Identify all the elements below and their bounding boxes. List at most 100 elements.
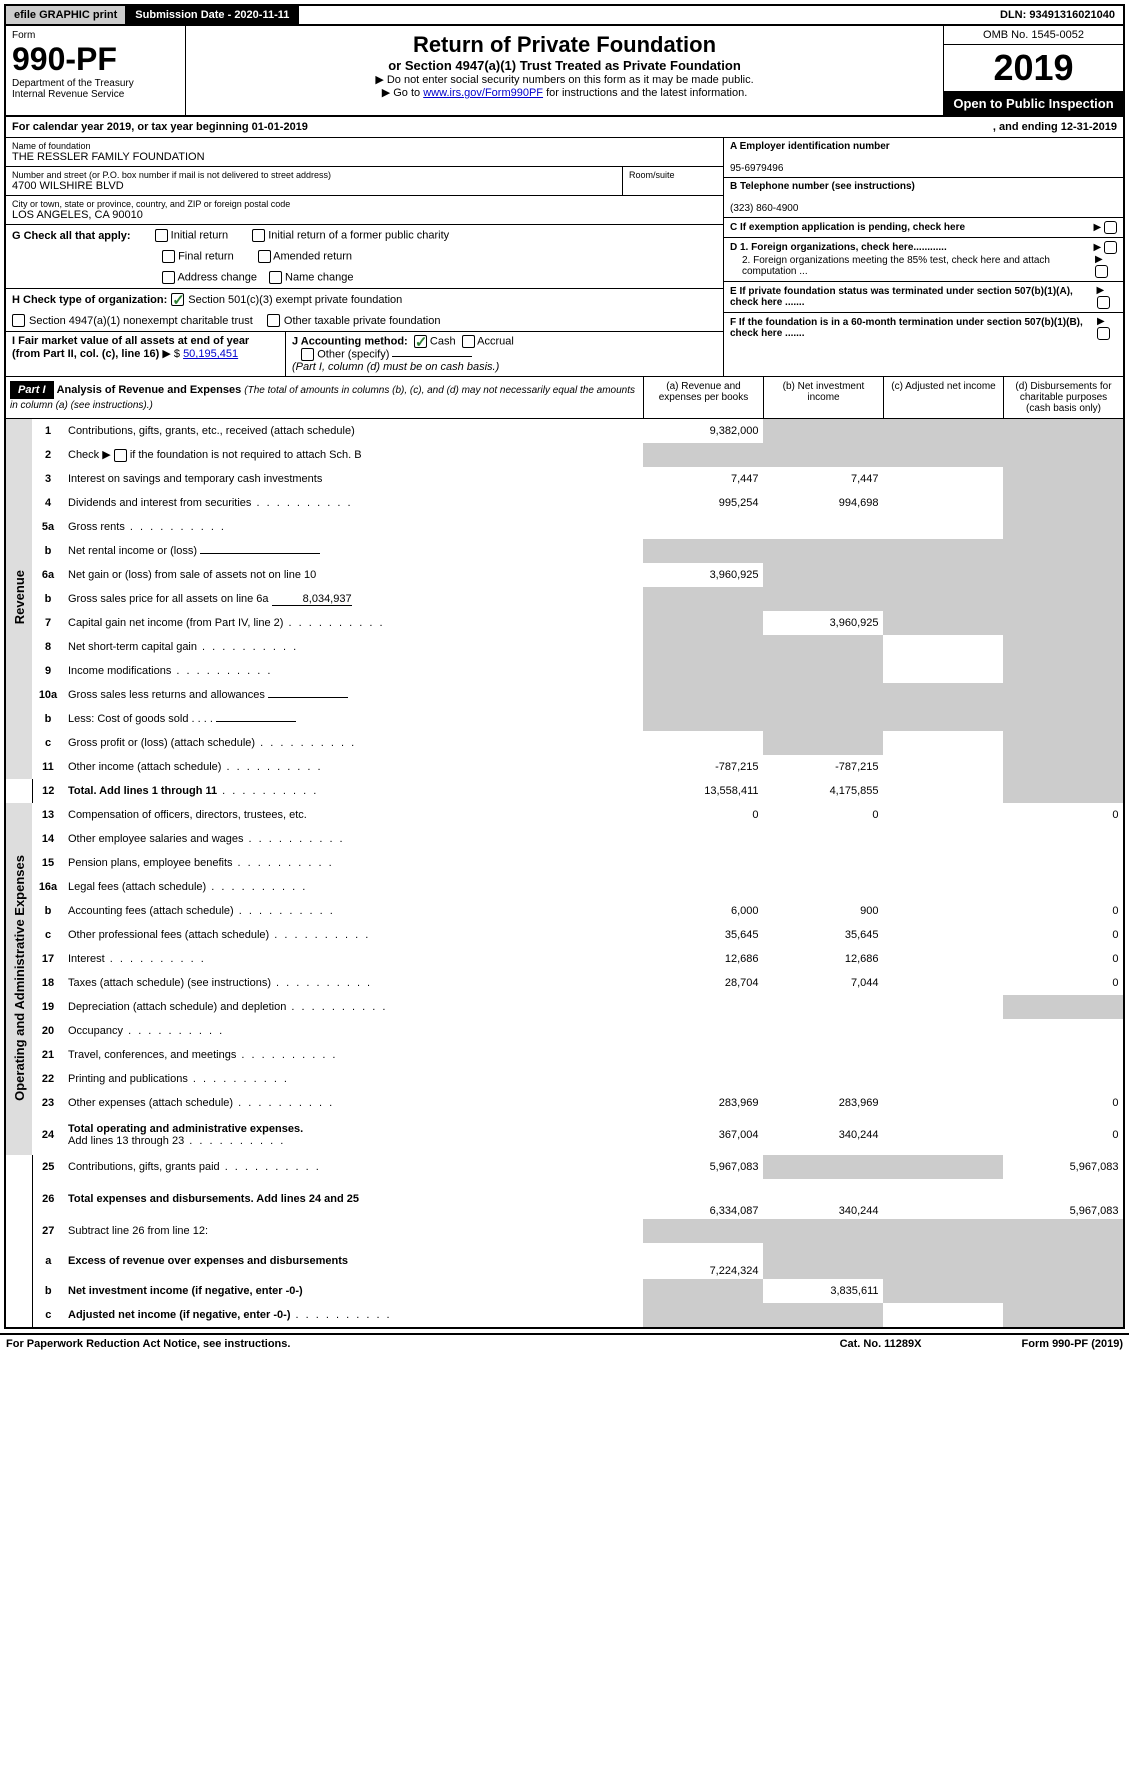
city-value: LOS ANGELES, CA 90010 [12, 209, 717, 221]
header-right: OMB No. 1545-0052 2019 Open to Public In… [943, 26, 1123, 115]
street-value: 4700 WILSHIRE BLVD [12, 180, 616, 192]
tax-year: 2019 [944, 45, 1123, 92]
header-center: Return of Private Foundation or Section … [186, 26, 943, 115]
room-cell: Room/suite [623, 167, 723, 195]
dln-label: DLN: 93491316021040 [992, 6, 1123, 24]
line-27c: cAdjusted net income (if negative, enter… [6, 1303, 1123, 1327]
line-12: 12 Total. Add lines 1 through 11 13,558,… [6, 779, 1123, 803]
form-header: Form 990-PF Department of the Treasury I… [6, 26, 1123, 117]
checkbox-name-change[interactable] [269, 271, 282, 284]
line-27b: bNet investment income (if negative, ent… [6, 1279, 1123, 1303]
checkbox-other-taxable[interactable] [267, 314, 280, 327]
checkbox-4947a1[interactable] [12, 314, 25, 327]
city-cell: City or town, state or province, country… [6, 196, 723, 225]
form-number: 990-PF [12, 41, 179, 78]
checkbox-amended[interactable] [258, 250, 271, 263]
line-16a: 16aLegal fees (attach schedule) [6, 875, 1123, 899]
i-j-row: I Fair market value of all assets at end… [6, 332, 723, 376]
instructions-link[interactable]: www.irs.gov/Form990PF [423, 87, 543, 99]
line-16c: cOther professional fees (attach schedul… [6, 923, 1123, 947]
part1-title: Analysis of Revenue and Expenses [57, 384, 242, 396]
instr-1: ▶ Do not enter social security numbers o… [192, 73, 937, 86]
line-8: 8 Net short-term capital gain [6, 635, 1123, 659]
other-specify-line [392, 356, 472, 357]
b-cell: B Telephone number (see instructions) (3… [724, 178, 1123, 218]
checkbox-cash[interactable] [414, 335, 427, 348]
address-row: Number and street (or P.O. box number if… [6, 167, 723, 196]
line-10b: b Less: Cost of goods sold . . . . [6, 707, 1123, 731]
footer-left: For Paperwork Reduction Act Notice, see … [6, 1338, 840, 1350]
checkbox-other-method[interactable] [301, 348, 314, 361]
phone-value: (323) 860-4900 [730, 203, 798, 214]
checkbox-f[interactable] [1097, 327, 1110, 340]
i-cell: I Fair market value of all assets at end… [6, 332, 286, 376]
line-22: 22Printing and publications [6, 1067, 1123, 1091]
checkbox-initial-former[interactable] [252, 229, 265, 242]
line-18: 18Taxes (attach schedule) (see instructi… [6, 971, 1123, 995]
city-label: City or town, state or province, country… [12, 199, 717, 209]
room-label: Room/suite [629, 170, 717, 180]
line-27: 27Subtract line 26 from line 12: [6, 1219, 1123, 1243]
line-26: 26 Total expenses and disbursements. Add… [6, 1179, 1123, 1219]
ein-value: 95-6979496 [730, 163, 783, 174]
d2-label: 2. Foreign organizations meeting the 85%… [730, 255, 1095, 277]
efile-badge: efile GRAPHIC print [6, 6, 127, 24]
line-10c: c Gross profit or (loss) (attach schedul… [6, 731, 1123, 755]
checkbox-d1[interactable] [1104, 241, 1117, 254]
dept-irs: Internal Revenue Service [12, 89, 179, 100]
line-5a: 5a Gross rents [6, 515, 1123, 539]
revenue-label: Revenue [6, 419, 32, 779]
topbar-spacer [299, 6, 992, 24]
info-left-col: Name of foundation THE RESSLER FAMILY FO… [6, 138, 723, 376]
line-7: 7 Capital gain net income (from Part IV,… [6, 611, 1123, 635]
g-check-row: G Check all that apply: Initial return I… [6, 225, 723, 289]
checkbox-501c3[interactable] [171, 293, 184, 306]
header-left: Form 990-PF Department of the Treasury I… [6, 26, 186, 115]
g-opt-amended: Amended return [258, 250, 352, 263]
part1-table: Revenue 1 Contributions, gifts, grants, … [6, 419, 1123, 1327]
h-opt3: Other taxable private foundation [284, 315, 441, 327]
checkbox-e[interactable] [1097, 296, 1110, 309]
line-10a: 10a Gross sales less returns and allowan… [6, 683, 1123, 707]
calendar-end: , and ending 12-31-2019 [993, 121, 1117, 133]
g-opt-initial-former: Initial return of a former public charit… [252, 229, 449, 242]
line-19: 19Depreciation (attach schedule) and dep… [6, 995, 1123, 1019]
line-6b: b Gross sales price for all assets on li… [6, 587, 1123, 611]
calendar-begin: For calendar year 2019, or tax year begi… [12, 121, 993, 133]
g-label: G Check all that apply: [12, 230, 131, 242]
f-label: F If the foundation is in a 60-month ter… [730, 317, 1083, 339]
info-right-col: A Employer identification number 95-6979… [723, 138, 1123, 376]
a-cell: A Employer identification number 95-6979… [724, 138, 1123, 178]
line-14: 14Other employee salaries and wages [6, 827, 1123, 851]
name-label: Name of foundation [12, 141, 717, 151]
checkbox-initial-return[interactable] [155, 229, 168, 242]
expenses-label: Operating and Administrative Expenses [6, 803, 32, 1155]
instr-2-pre: ▶ Go to [382, 87, 423, 99]
g-opt-address: Address change [162, 271, 257, 284]
checkbox-accrual[interactable] [462, 335, 475, 348]
checkbox-address-change[interactable] [162, 271, 175, 284]
a-label: A Employer identification number [730, 141, 890, 152]
fmv-link[interactable]: 50,195,451 [183, 348, 238, 360]
e-label: E If private foundation status was termi… [730, 286, 1073, 308]
f-cell: F If the foundation is in a 60-month ter… [724, 313, 1123, 343]
footer-right: Form 990-PF (2019) [1022, 1338, 1124, 1350]
c-cell: C If exemption application is pending, c… [724, 218, 1123, 238]
d1-label: D 1. Foreign organizations, check here..… [730, 242, 947, 253]
col-a-header: (a) Revenue and expenses per books [643, 377, 763, 418]
c-label: C If exemption application is pending, c… [730, 222, 965, 233]
checkbox-sch-b[interactable] [114, 449, 127, 462]
line-9: 9 Income modifications [6, 659, 1123, 683]
checkbox-final-return[interactable] [162, 250, 175, 263]
part1-tag: Part I [10, 381, 54, 399]
line-11: 11 Other income (attach schedule) -787,2… [6, 755, 1123, 779]
checkbox-d2[interactable] [1095, 265, 1108, 278]
h-opt1: Section 501(c)(3) exempt private foundat… [188, 294, 402, 306]
h-opt2: Section 4947(a)(1) nonexempt charitable … [29, 315, 253, 327]
j-label: J Accounting method: [292, 335, 408, 347]
checkbox-c[interactable] [1104, 221, 1117, 234]
dept-treasury: Department of the Treasury [12, 78, 179, 89]
line-23: 23Other expenses (attach schedule) 283,9… [6, 1091, 1123, 1115]
g-opt-final: Final return [162, 250, 234, 263]
part1-title-cell: Part I Analysis of Revenue and Expenses … [6, 377, 643, 418]
